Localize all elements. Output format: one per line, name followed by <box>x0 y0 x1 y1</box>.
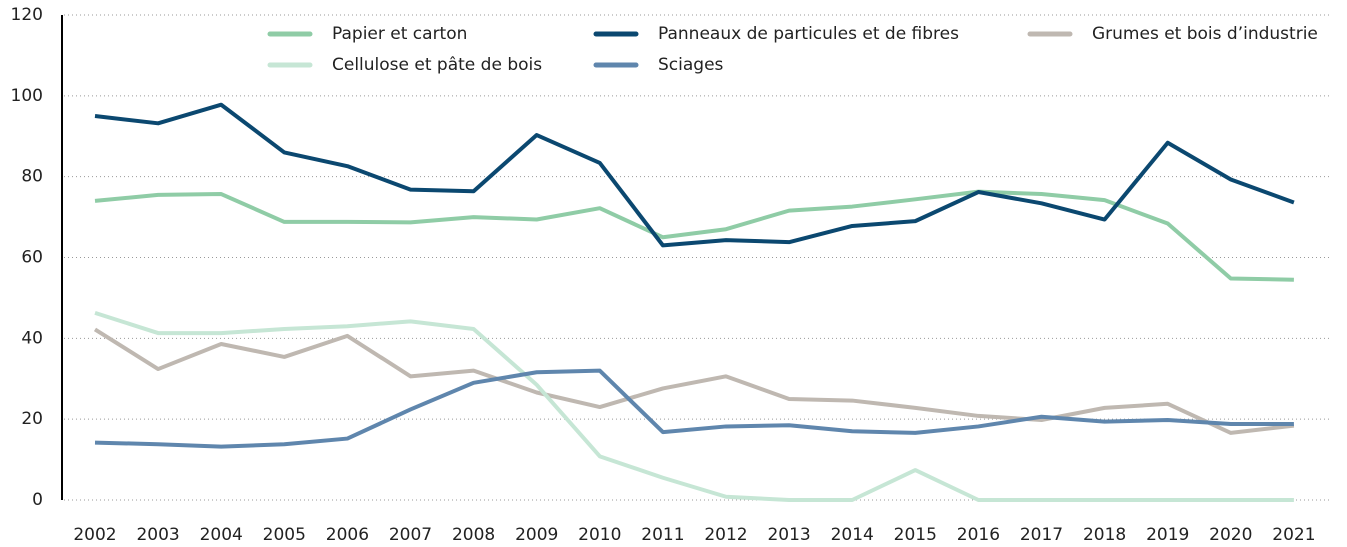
y-tick-label: 0 <box>32 490 43 510</box>
x-tick-label: 2020 <box>1209 525 1252 545</box>
y-tick-label: 120 <box>11 5 43 25</box>
y-tick-label: 40 <box>21 328 43 348</box>
x-tick-label: 2004 <box>200 525 243 545</box>
x-tick-label: 2006 <box>326 525 369 545</box>
legend-label: Cellulose et pâte de bois <box>332 55 542 75</box>
y-tick-label: 100 <box>11 86 43 106</box>
legend-label: Papier et carton <box>332 24 467 44</box>
x-tick-label: 2015 <box>894 525 937 545</box>
series-line <box>94 189 1294 282</box>
x-tick-label: 2003 <box>136 525 179 545</box>
x-tick-label: 2016 <box>957 525 1000 545</box>
series-line <box>93 327 1295 435</box>
x-tick-label: 2021 <box>1272 525 1315 545</box>
legend-label: Sciages <box>658 55 724 75</box>
series-line <box>94 310 1294 502</box>
x-tick-label: 2005 <box>263 525 306 545</box>
x-tick-label: 2011 <box>641 525 684 545</box>
x-tick-label: 2018 <box>1083 525 1126 545</box>
legend-label: Panneaux de particules et de fibres <box>658 24 959 44</box>
y-tick-label: 60 <box>21 248 43 268</box>
x-tick-label: 2014 <box>831 525 874 545</box>
x-tick-label: 2017 <box>1020 525 1063 545</box>
y-tick-label: 20 <box>21 409 43 429</box>
series-line <box>94 368 1294 449</box>
x-tick-label: 2002 <box>73 525 116 545</box>
x-tick-label: 2010 <box>578 525 621 545</box>
x-tick-label: 2013 <box>767 525 810 545</box>
series-line <box>94 102 1295 248</box>
x-tick-label: 2007 <box>389 525 432 545</box>
y-tick-label: 80 <box>21 167 43 187</box>
x-tick-label: 2009 <box>515 525 558 545</box>
x-tick-label: 2008 <box>452 525 495 545</box>
x-tick-label: 2019 <box>1146 525 1189 545</box>
x-tick-label: 2012 <box>704 525 747 545</box>
legend-label: Grumes et bois d’industrie <box>1092 24 1318 44</box>
